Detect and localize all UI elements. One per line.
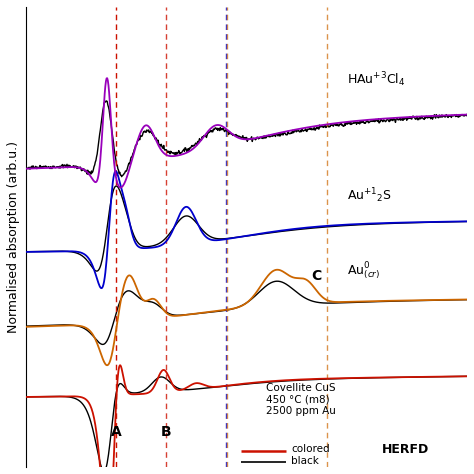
Text: HERFD: HERFD — [382, 443, 429, 456]
Text: Au$^{0}_{(cr)}$: Au$^{0}_{(cr)}$ — [346, 261, 380, 283]
Text: Covellite CuS
450 °C (m8)
2500 ppm Au: Covellite CuS 450 °C (m8) 2500 ppm Au — [266, 383, 336, 416]
Text: black: black — [292, 456, 319, 466]
Text: HAu$^{+3}$Cl$_4$: HAu$^{+3}$Cl$_4$ — [346, 71, 405, 90]
Text: A: A — [110, 426, 121, 439]
Text: colored: colored — [292, 445, 330, 455]
Text: C: C — [311, 270, 322, 283]
Text: B: B — [161, 426, 171, 439]
Text: Au$^{+1}$$_{2}$S: Au$^{+1}$$_{2}$S — [346, 187, 392, 205]
Y-axis label: Normalised absorption (arb.u.): Normalised absorption (arb.u.) — [7, 141, 20, 333]
